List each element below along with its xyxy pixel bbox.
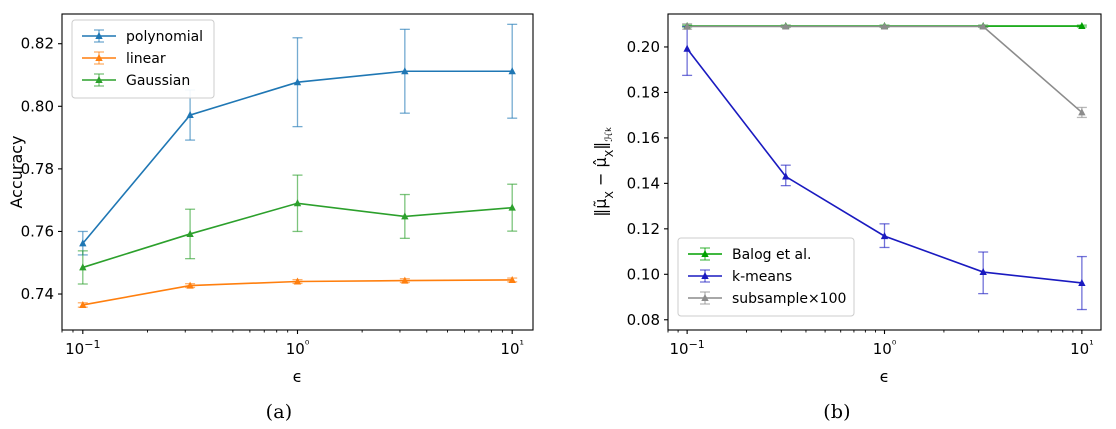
x-tick-label: 10¹ bbox=[500, 338, 524, 359]
y-tick-label: 0.74 bbox=[21, 285, 54, 303]
data-point bbox=[683, 22, 691, 30]
x-tick-label: 10−1 bbox=[669, 338, 704, 359]
legend-item[interactable]: linear bbox=[82, 51, 166, 67]
legend-label: polynomial bbox=[126, 29, 203, 45]
data-point bbox=[293, 277, 302, 285]
data-point bbox=[782, 22, 790, 30]
data-point bbox=[79, 300, 87, 308]
svg-text:10−1: 10−1 bbox=[669, 338, 704, 359]
svg-text:10¹: 10¹ bbox=[500, 338, 524, 359]
y-tick-label: 0.76 bbox=[21, 222, 54, 240]
subplot-caption-b: (b) bbox=[823, 401, 851, 423]
data-point bbox=[782, 172, 790, 180]
legend: polynomial linear Gaussian bbox=[71, 19, 215, 99]
legend: Balog et al. k-means subsample×100 bbox=[677, 237, 855, 317]
data-point bbox=[293, 199, 302, 207]
legend-item[interactable]: Balog et al. bbox=[688, 247, 811, 263]
data-point bbox=[401, 67, 409, 75]
x-tick-label: 10⁰ bbox=[286, 338, 310, 359]
data-point bbox=[979, 22, 987, 30]
data-point bbox=[508, 275, 516, 283]
data-point bbox=[79, 263, 87, 271]
y-tick-label: 0.16 bbox=[627, 129, 660, 147]
legend-item[interactable]: subsample×100 bbox=[688, 291, 846, 307]
series-k-means bbox=[682, 25, 1087, 311]
legend-label: k-means bbox=[732, 269, 792, 285]
subplot-caption-a: (a) bbox=[265, 401, 293, 423]
series-linear bbox=[77, 275, 518, 308]
y-tick-label: 0.12 bbox=[627, 220, 660, 238]
data-point bbox=[1078, 278, 1086, 286]
legend-label: Gaussian bbox=[126, 73, 190, 89]
legend-item[interactable]: k-means bbox=[688, 269, 792, 285]
legend-box bbox=[71, 19, 215, 99]
data-point bbox=[979, 268, 987, 276]
data-point bbox=[508, 203, 516, 211]
series-subsample-100 bbox=[682, 22, 1087, 119]
svg-text:10−1: 10−1 bbox=[65, 338, 100, 359]
legend-label: linear bbox=[126, 51, 166, 67]
data-point bbox=[401, 212, 409, 220]
y-tick-label: 0.80 bbox=[21, 97, 54, 115]
y-tick-label: 0.82 bbox=[21, 35, 54, 53]
y-tick-label: 0.18 bbox=[627, 83, 660, 101]
svg-text:10⁰: 10⁰ bbox=[873, 338, 897, 359]
y-tick-label: 0.08 bbox=[627, 311, 660, 329]
svg-text:10¹: 10¹ bbox=[1070, 338, 1094, 359]
data-point bbox=[79, 239, 87, 247]
data-point bbox=[401, 276, 409, 284]
y-tick-label: 0.14 bbox=[627, 174, 660, 192]
svg-text:10⁰: 10⁰ bbox=[286, 338, 310, 359]
data-point bbox=[880, 232, 889, 240]
data-point bbox=[880, 22, 889, 30]
svg-text:Accuracy: Accuracy bbox=[7, 135, 26, 208]
x-axis-label: ϵ bbox=[880, 367, 890, 386]
plot-b: 0.08 0.10 0.12 0.14 0.16 0.18 0.20 10−1 10⁰ 10¹ ϵ ‖… bbox=[591, 13, 1102, 386]
series-line bbox=[687, 25, 1083, 114]
svg-text:‖μ̃X − μ̂X‖ℋk: ‖μ̃X − μ̂X‖ℋk bbox=[591, 127, 616, 217]
data-point bbox=[186, 281, 194, 289]
y-tick-label: 0.20 bbox=[627, 38, 660, 56]
x-tick-label: 10¹ bbox=[1070, 338, 1094, 359]
legend-label: subsample×100 bbox=[732, 291, 846, 307]
subplot-b: 0.08 0.10 0.12 0.14 0.16 0.18 0.20 10−1 10⁰ 10¹ ϵ ‖… bbox=[558, 0, 1116, 429]
data-point bbox=[1078, 22, 1086, 30]
series-polynomial bbox=[77, 23, 518, 256]
y-tick-label: 0.10 bbox=[627, 265, 660, 283]
plot-a: 0.74 0.76 0.78 0.80 0.82 10−1 10⁰ 10¹ ϵ Accuracy p… bbox=[7, 13, 534, 386]
x-tick-label: 10−1 bbox=[65, 338, 100, 359]
legend-label: Balog et al. bbox=[732, 247, 811, 263]
data-point bbox=[508, 67, 516, 75]
subplot-a: 0.74 0.76 0.78 0.80 0.82 10−1 10⁰ 10¹ ϵ Accuracy p… bbox=[7, 13, 534, 423]
y-tick-label: 0.78 bbox=[21, 160, 54, 178]
legend-item[interactable]: polynomial bbox=[82, 29, 203, 45]
data-point bbox=[186, 111, 194, 119]
legend-box bbox=[677, 237, 855, 317]
x-tick-label: 10⁰ bbox=[873, 338, 897, 359]
y-axis-label: Accuracy bbox=[7, 135, 26, 208]
x-axis-label: ϵ bbox=[293, 367, 303, 386]
legend-item[interactable]: Gaussian bbox=[82, 73, 190, 89]
data-point bbox=[186, 229, 194, 237]
series-gaussian bbox=[77, 174, 518, 285]
data-point bbox=[1078, 108, 1086, 116]
y-axis-label: ‖μ̃X − μ̂X‖ℋk bbox=[591, 127, 616, 217]
data-point bbox=[683, 44, 691, 52]
data-point bbox=[293, 78, 302, 86]
